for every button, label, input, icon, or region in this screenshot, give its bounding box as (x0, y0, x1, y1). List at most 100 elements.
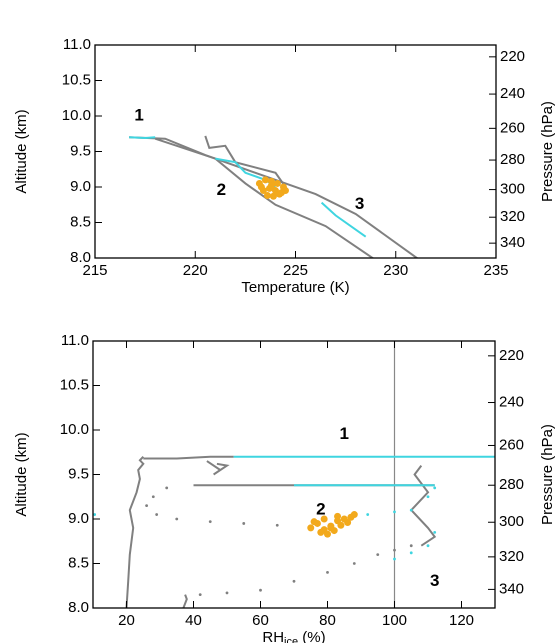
data-point (275, 190, 283, 198)
data-point (225, 591, 229, 595)
y2-tick-label: 280 (499, 476, 524, 493)
data-point (151, 495, 155, 499)
data-point (426, 495, 430, 499)
y-tick-label: 10.5 (60, 376, 89, 393)
y2-tick-label: 260 (500, 119, 525, 136)
plot-frame (92, 340, 496, 609)
data-point (433, 486, 437, 490)
y-tick-label: 10.5 (62, 71, 91, 88)
plot (129, 135, 419, 258)
x-axis-title: RHice (%) (262, 629, 325, 643)
plot (93, 341, 495, 608)
data-point (334, 512, 342, 520)
y2-tick-label: 220 (499, 347, 524, 364)
data-point (426, 544, 430, 548)
y-tick-label: 9.5 (68, 465, 89, 482)
y-tick-label: 8.5 (70, 213, 91, 230)
annotation: 2 (217, 180, 226, 199)
data-point (261, 176, 269, 184)
data-point (317, 528, 325, 536)
profile-line (125, 456, 145, 608)
annotation: 1 (340, 424, 349, 443)
y-tick-label: 11.0 (61, 332, 89, 349)
data-point (93, 513, 97, 516)
data-point (307, 524, 315, 532)
y-tick-label: 10.0 (60, 421, 89, 438)
data-point (409, 508, 413, 512)
profile-line (320, 201, 367, 238)
y-tick-label: 9.0 (68, 510, 89, 527)
profile-line (129, 136, 156, 140)
y-tick-label: 8.0 (70, 249, 91, 266)
annotation: 3 (355, 194, 364, 213)
annotation: 2 (316, 500, 325, 519)
x-tick-label: 235 (483, 262, 508, 279)
data-point (175, 517, 179, 521)
data-point (433, 530, 437, 534)
data-point (267, 182, 275, 190)
data-point (393, 548, 396, 552)
profile-line (143, 455, 234, 460)
data-point (155, 513, 159, 516)
y2-tick-label: 300 (500, 181, 525, 198)
profile-line (204, 135, 287, 188)
data-point (352, 562, 356, 565)
y-tick-label: 8.0 (68, 599, 89, 616)
y2-tick-label: 340 (500, 234, 525, 251)
x-tick-label: 40 (185, 612, 202, 629)
data-point (344, 519, 352, 527)
data-point (376, 553, 380, 556)
data-point (366, 513, 370, 516)
y-tick-label: 8.5 (68, 554, 89, 571)
x-tick-label: 60 (252, 612, 269, 629)
y-tick-label: 11.0 (63, 36, 91, 53)
data-point (324, 530, 331, 538)
x-tick-label: 215 (82, 262, 107, 279)
data-point (320, 515, 328, 523)
data-point (273, 179, 281, 187)
x-tick-label: 220 (183, 262, 208, 279)
y2-tick-label: 240 (500, 85, 525, 102)
y2-tick-label: 300 (499, 513, 524, 530)
x-tick-label: 100 (382, 612, 407, 629)
data-point (350, 511, 358, 519)
profile-line (154, 137, 375, 258)
x-axis-title-main: RH (262, 629, 284, 643)
data-point (310, 518, 318, 526)
x-tick-label: 20 (118, 612, 135, 629)
data-point (393, 510, 396, 514)
y2-tick-label: 320 (499, 548, 524, 565)
data-point (259, 588, 262, 592)
profile-line (182, 594, 188, 608)
x-axis-title: Temperature (K) (241, 279, 349, 296)
profile-line (129, 136, 419, 258)
data-point (257, 183, 265, 191)
data-point (327, 524, 335, 532)
data-point (409, 551, 413, 555)
y-axis-title: Altitude (km) (13, 109, 30, 193)
y-tick-label: 9.0 (70, 178, 91, 195)
data-point (208, 520, 212, 524)
y2-axis-title: Pressure (hPa) (539, 101, 556, 202)
data-point (409, 544, 413, 548)
x-tick-label: 120 (449, 612, 474, 629)
data-point (263, 192, 271, 200)
data-point (198, 593, 202, 597)
y2-tick-label: 260 (499, 436, 524, 453)
data-point (165, 486, 169, 490)
y2-axis-title: Pressure (hPa) (539, 424, 556, 525)
y2-tick-label: 320 (500, 208, 525, 225)
annotation: 1 (134, 105, 143, 124)
y2-tick-label: 280 (500, 151, 525, 168)
y-tick-label: 9.5 (70, 142, 91, 159)
profile-line (206, 460, 230, 476)
data-point (292, 579, 296, 583)
x-axis-title-rest: (%) (298, 629, 326, 643)
x-axis-title-sub: ice (284, 636, 298, 643)
data-point (393, 557, 396, 561)
profile-line (409, 464, 437, 547)
data-point (269, 192, 277, 200)
data-point (145, 504, 149, 508)
plot-frame (94, 44, 497, 259)
